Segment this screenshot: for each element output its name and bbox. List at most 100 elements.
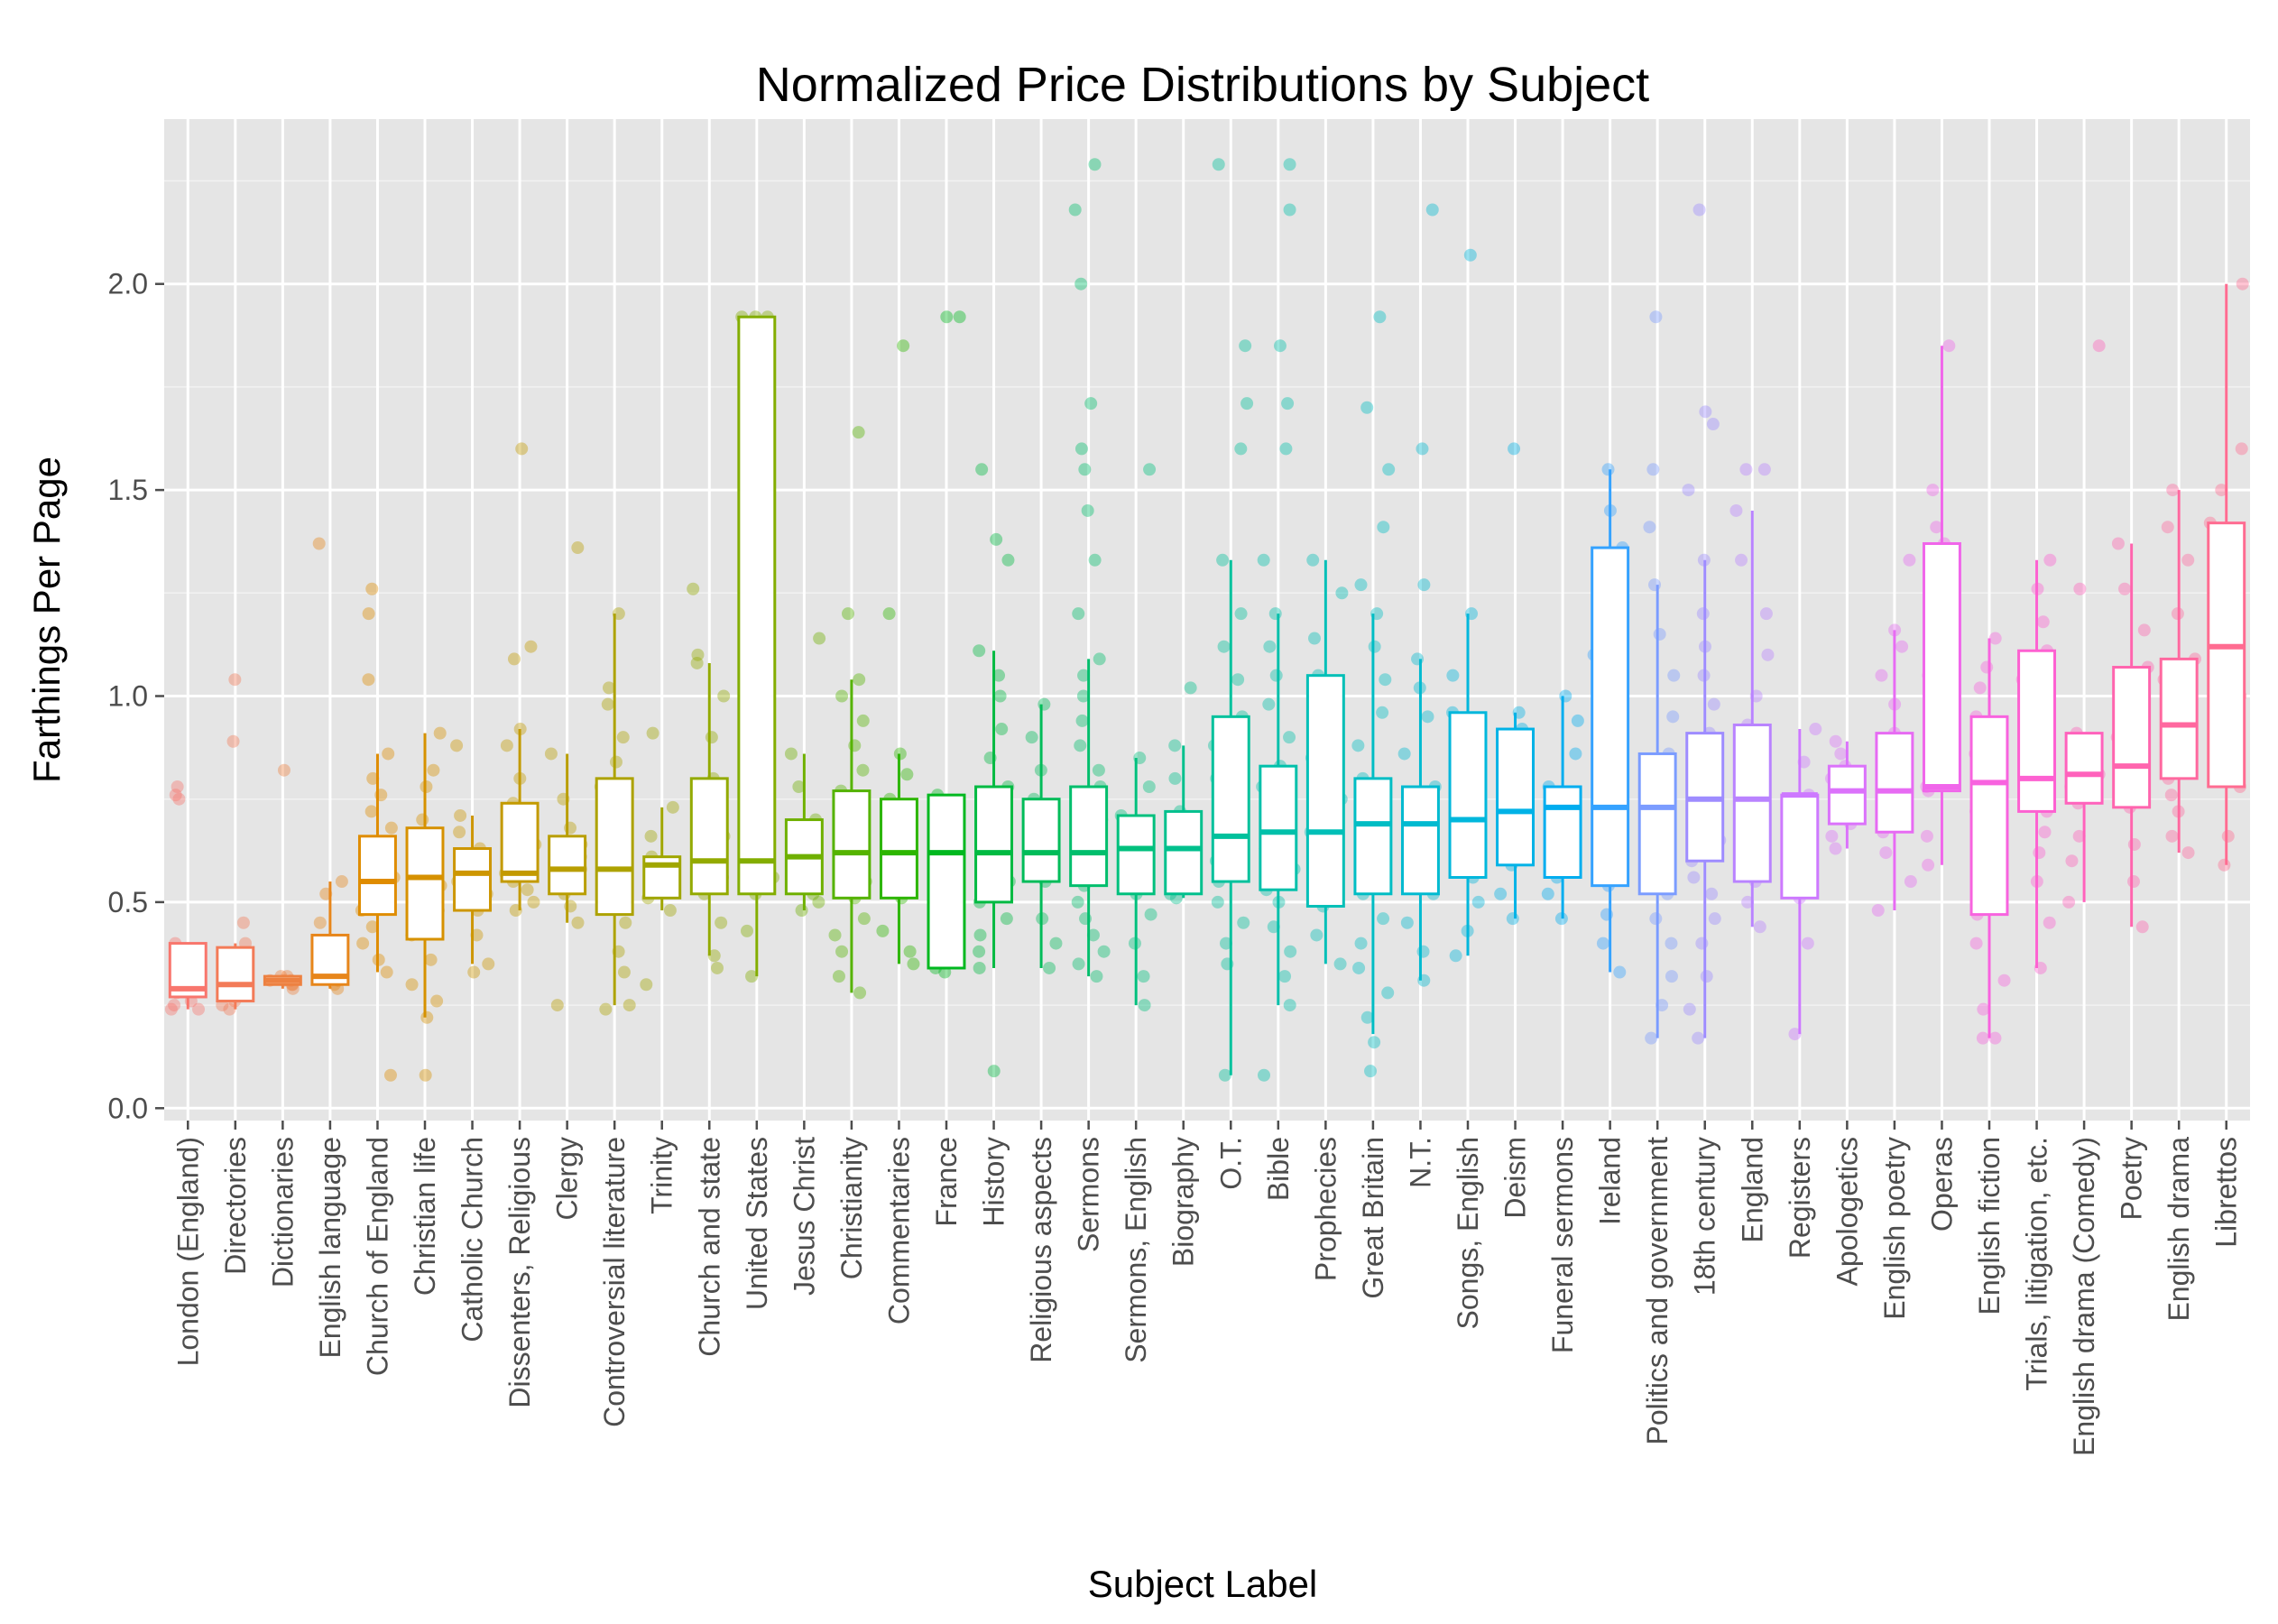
- data-point: [1219, 937, 1232, 950]
- x-tick-label: Church of England: [361, 1137, 393, 1376]
- data-point: [1977, 1002, 1990, 1016]
- box-group: [640, 726, 682, 992]
- data-point: [1695, 937, 1709, 950]
- data-point: [427, 763, 440, 777]
- data-point: [1043, 961, 1056, 974]
- data-point: [1613, 965, 1627, 979]
- data-point: [601, 697, 614, 711]
- box-group: [876, 339, 920, 971]
- x-tick-label: Registers: [1784, 1137, 1816, 1259]
- x-tick-label: English drama: [2163, 1137, 2195, 1322]
- box-group: [1256, 158, 1301, 1082]
- data-point: [1571, 714, 1584, 727]
- x-tick-label: Sermons, English: [1120, 1137, 1152, 1363]
- data-point: [1284, 945, 1297, 958]
- data-point: [1788, 1028, 1802, 1041]
- data-point: [1049, 937, 1063, 950]
- box-group: [1446, 248, 1488, 963]
- data-point: [1381, 986, 1395, 1000]
- box-group: [1682, 203, 1727, 1045]
- data-point: [1025, 731, 1038, 744]
- box-group: [973, 463, 1016, 1078]
- data-point: [384, 821, 398, 835]
- data-point: [1144, 908, 1157, 921]
- y-axis: 0.0 0.5 1.0 1.5 2.0: [108, 268, 164, 1124]
- data-point: [571, 916, 585, 929]
- box-group: [1397, 203, 1442, 987]
- data-point: [192, 1002, 206, 1016]
- box-group: [1920, 339, 1961, 872]
- y-tick-label: 0.5: [108, 886, 148, 918]
- data-point: [1400, 916, 1414, 929]
- box-group: [784, 632, 826, 918]
- box-group: [1207, 158, 1254, 1082]
- data-point: [1168, 771, 1182, 785]
- data-point: [1092, 763, 1105, 777]
- data-point: [164, 1002, 178, 1016]
- data-point: [828, 928, 842, 942]
- data-point: [715, 916, 728, 929]
- data-point: [467, 965, 481, 979]
- data-point: [856, 714, 870, 727]
- data-point: [1211, 895, 1224, 909]
- data-point: [1257, 1068, 1270, 1082]
- data-point: [1076, 689, 1090, 703]
- data-point: [1086, 928, 1100, 942]
- data-point: [832, 970, 845, 983]
- x-tick-label: Controversial literature: [598, 1137, 631, 1427]
- data-point: [1352, 961, 1366, 974]
- data-point: [691, 648, 705, 661]
- box: [1496, 727, 1536, 867]
- data-point: [1463, 248, 1477, 262]
- data-point: [172, 792, 186, 806]
- x-tick-label: Songs, English: [1452, 1137, 1484, 1329]
- data-point: [1416, 442, 1429, 456]
- data-point: [277, 763, 291, 777]
- box: [974, 785, 1014, 904]
- data-point: [2215, 484, 2228, 497]
- data-point: [420, 1010, 434, 1024]
- data-point: [876, 924, 890, 937]
- data-point: [2181, 846, 2195, 860]
- y-tick-label: 2.0: [108, 268, 148, 300]
- data-point: [1267, 920, 1280, 934]
- x-tick-label: Catholic Church: [457, 1137, 489, 1343]
- data-point: [813, 632, 826, 645]
- data-point: [853, 673, 866, 687]
- box: [927, 793, 966, 970]
- chart-title: Normalized Price Distributions by Subjec…: [756, 58, 1649, 112]
- box-group: [2157, 484, 2201, 860]
- data-point: [856, 763, 870, 777]
- data-point: [365, 582, 379, 595]
- data-point: [609, 755, 623, 769]
- box: [832, 789, 872, 900]
- y-tick-label: 1.5: [108, 474, 148, 506]
- data-point: [419, 1068, 432, 1082]
- box-group: [1068, 158, 1111, 983]
- box: [548, 835, 587, 896]
- box-group: [1021, 697, 1063, 974]
- box: [1875, 732, 1914, 834]
- x-tick-label: English drama (Comedy): [2068, 1137, 2100, 1456]
- data-point: [1218, 1068, 1231, 1082]
- data-point: [1648, 578, 1662, 592]
- data-point: [1741, 895, 1755, 909]
- box-group: [263, 763, 302, 995]
- data-point: [1184, 681, 1197, 695]
- data-point: [169, 789, 182, 802]
- data-point: [171, 780, 184, 793]
- x-tick-label: Trials, litigation, etc.: [2021, 1137, 2053, 1391]
- box: [2017, 649, 2057, 813]
- data-point: [740, 924, 753, 937]
- data-point: [1879, 846, 1893, 860]
- data-point: [1645, 1031, 1658, 1045]
- data-point: [1871, 904, 1885, 918]
- data-point: [1074, 277, 1088, 291]
- data-point: [1682, 484, 1695, 497]
- data-point: [515, 442, 529, 456]
- data-point: [1735, 553, 1748, 567]
- box: [1211, 715, 1250, 883]
- data-point: [993, 689, 1007, 703]
- data-point: [544, 747, 558, 761]
- data-point: [1071, 895, 1084, 909]
